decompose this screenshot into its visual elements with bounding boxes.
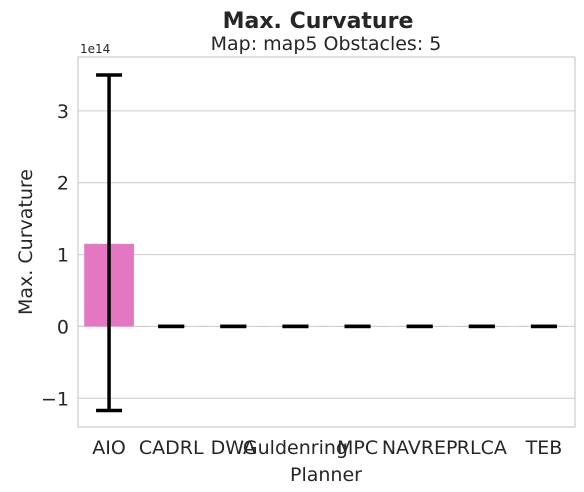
x-tick-label: NAVREP xyxy=(382,437,458,459)
x-tick-label: TEB xyxy=(525,437,563,459)
x-axis-label: Planner xyxy=(290,464,362,486)
x-tick-label: MPC xyxy=(337,437,378,459)
plot-frame xyxy=(77,56,576,428)
y-tick-label: 0 xyxy=(57,316,69,338)
x-tick-label: RLCA xyxy=(457,437,507,459)
y-offset-label: 1e14 xyxy=(80,42,110,56)
y-tick-label: 2 xyxy=(57,173,69,195)
x-tick-label: AIO xyxy=(92,437,126,459)
y-tick-label: −1 xyxy=(41,388,69,410)
chart-subtitle: Map: map5 Obstacles: 5 xyxy=(211,33,442,55)
y-tick-label: 3 xyxy=(57,101,69,123)
x-tick-label: CADRL xyxy=(139,437,204,459)
y-tick-label: 1 xyxy=(57,245,69,267)
x-tick-label: Guldenring xyxy=(243,437,348,459)
y-axis-label: Max. Curvature xyxy=(15,169,37,315)
chart-title: Max. Curvature xyxy=(223,9,414,34)
x-tick-label: DWA xyxy=(211,437,256,459)
